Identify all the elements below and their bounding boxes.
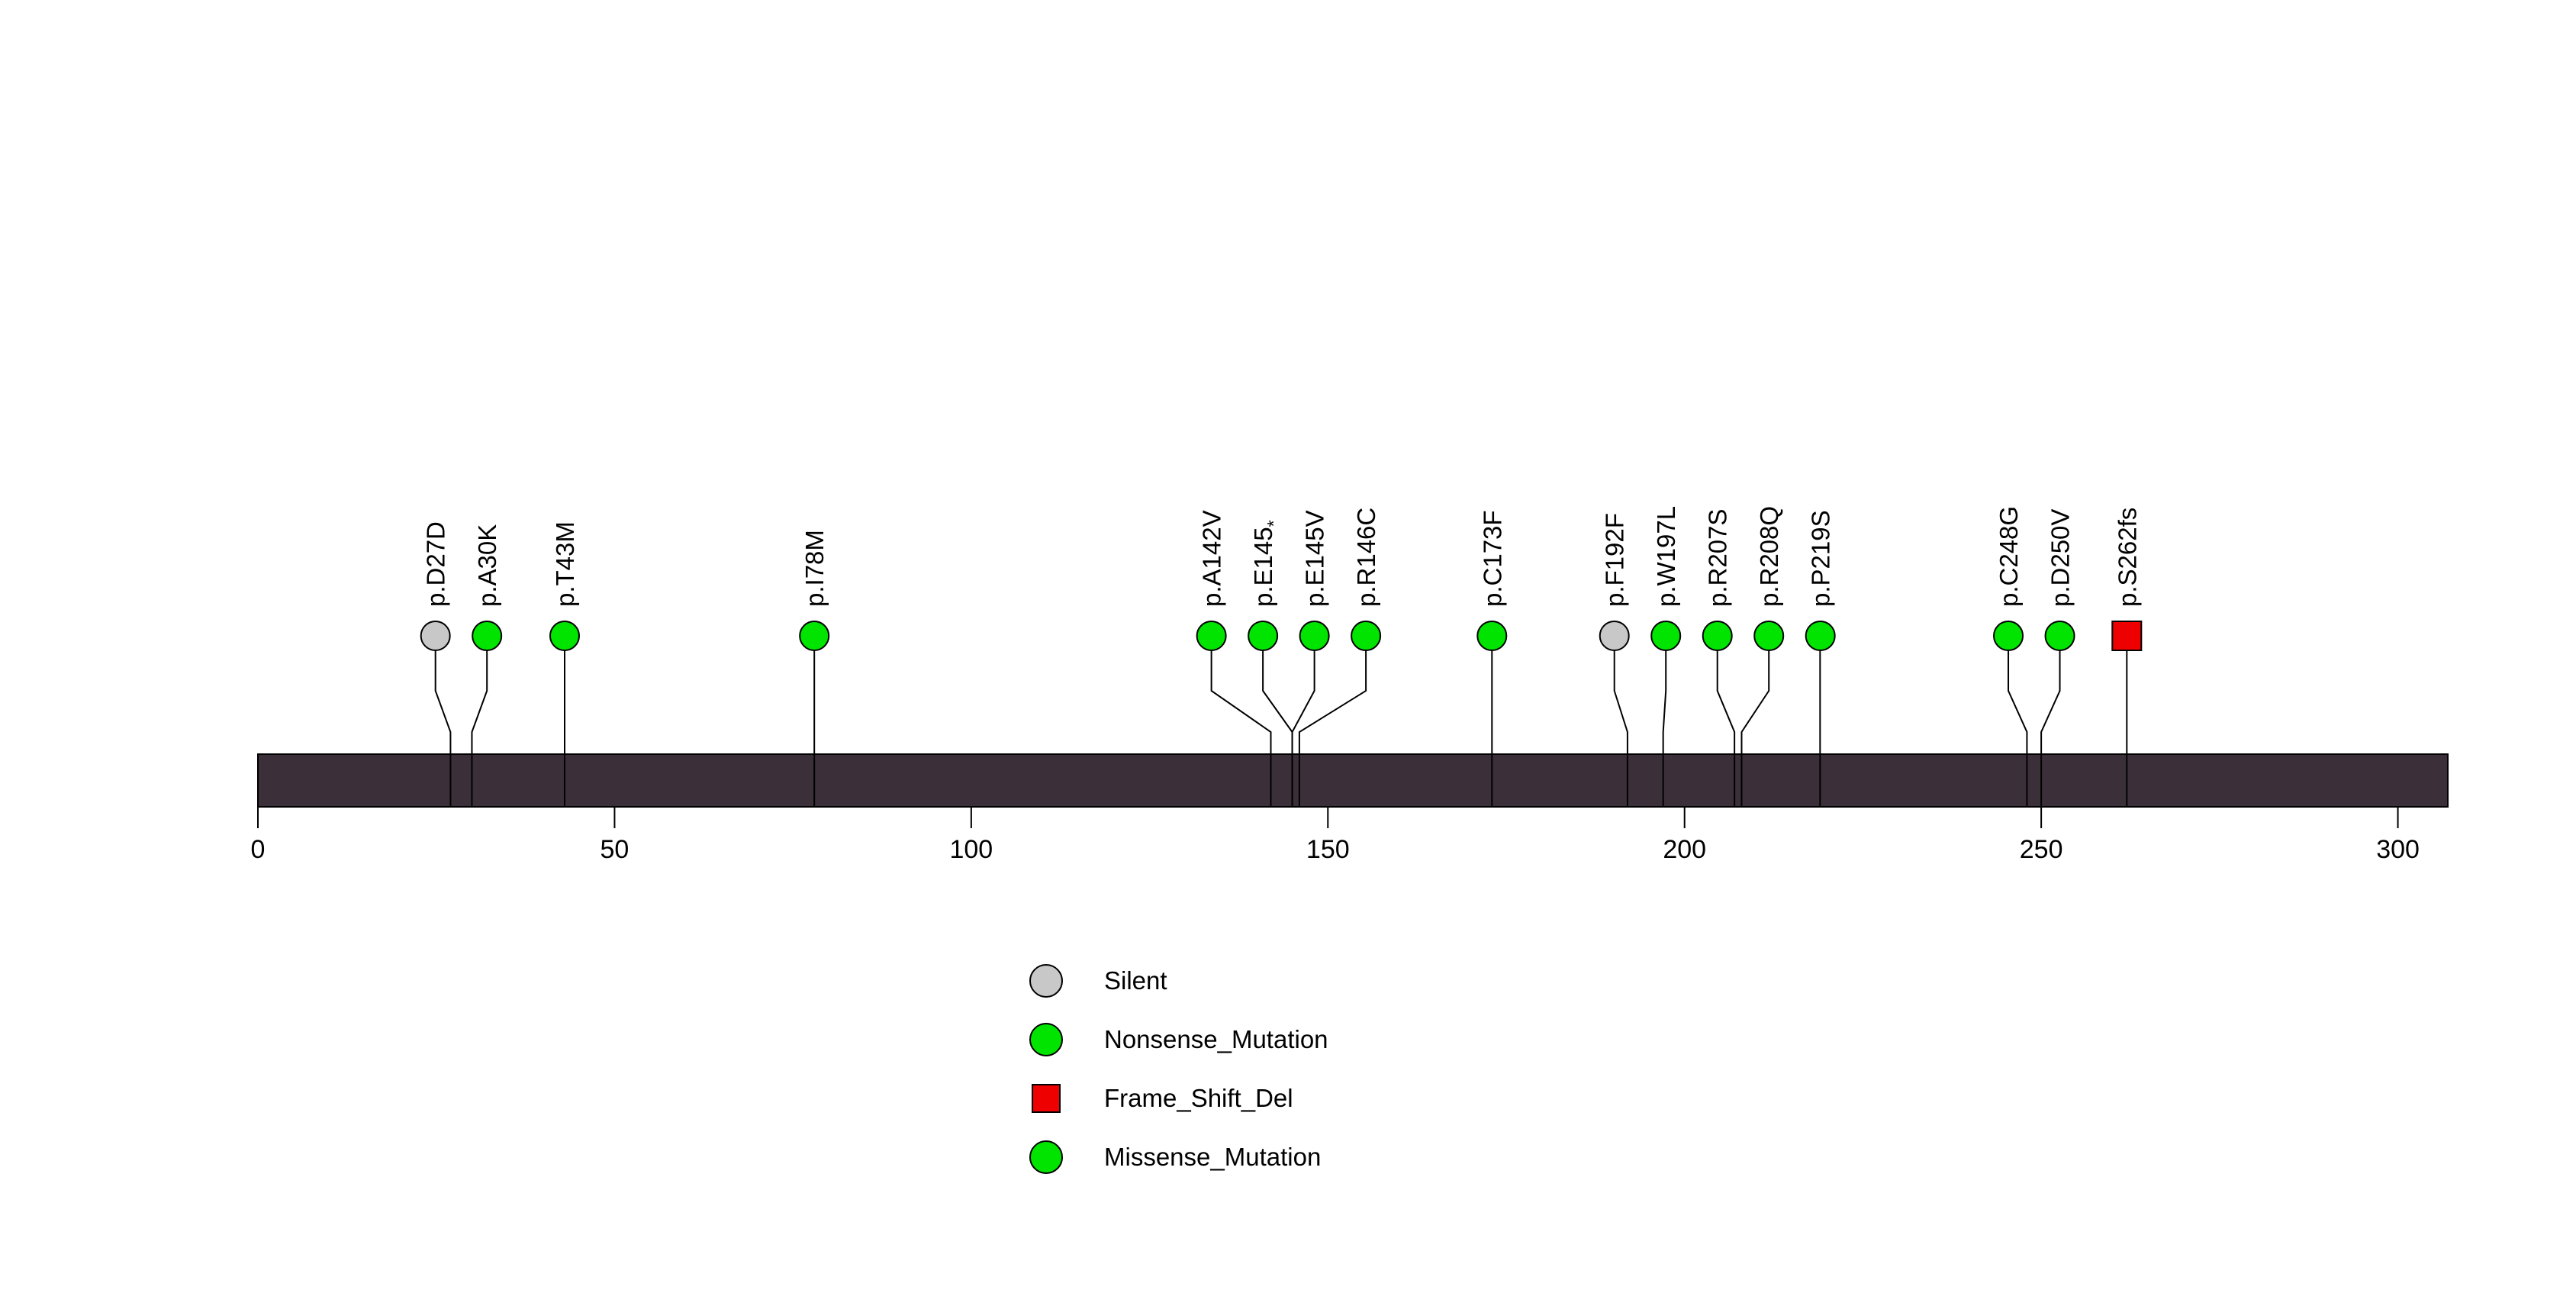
lollipop-marker-p.A142V bbox=[1196, 621, 1227, 651]
lollipop-marker-p.E145V bbox=[1299, 621, 1330, 651]
lollipop-marker-p.D27D bbox=[420, 621, 451, 651]
lollipop-stem bbox=[2040, 650, 2061, 807]
legend-symbol-wrap bbox=[1029, 1022, 1063, 1056]
legend-row: Nonsense_Mutation bbox=[1029, 1010, 1328, 1069]
legend-label: Silent bbox=[1104, 966, 1167, 995]
legend-symbol-missense-icon bbox=[1029, 1140, 1063, 1174]
lollipop-marker-p.R208Q bbox=[1753, 621, 1785, 651]
lollipop-marker-p.R146C bbox=[1351, 621, 1382, 651]
axis-tick-label: 50 bbox=[601, 835, 630, 864]
lollipop-marker-p.P219S bbox=[1805, 621, 1836, 651]
mutation-label: p.I78M bbox=[800, 530, 829, 607]
legend-label: Nonsense_Mutation bbox=[1104, 1024, 1328, 1053]
lollipop-marker-p.F192F bbox=[1599, 621, 1630, 651]
mutation-label: p.D27D bbox=[422, 521, 450, 607]
lollipop-marker-p.S262fs bbox=[2111, 621, 2143, 651]
lollipop-marker-p.A30K bbox=[472, 621, 503, 651]
mutation-label: p.D250V bbox=[2046, 509, 2075, 607]
lollipop-stem bbox=[1662, 650, 1667, 807]
axis-tick-label: 150 bbox=[1306, 835, 1350, 864]
mutation-label: p.R207S bbox=[1704, 509, 1732, 607]
lollipop-marker-p.C173F bbox=[1476, 621, 1508, 651]
axis-tick-label: 200 bbox=[1663, 835, 1706, 864]
axis-tick-label: 100 bbox=[949, 835, 993, 864]
lollipop-marker-p.W197L bbox=[1650, 621, 1682, 651]
legend-row: Missense_Mutation bbox=[1029, 1127, 1328, 1186]
legend-symbol-silent-icon bbox=[1029, 963, 1063, 998]
lollipop-stem bbox=[1716, 650, 1736, 807]
axis-tick-label: 0 bbox=[251, 835, 266, 864]
legend: Silent Nonsense_Mutation Frame_Shift_Del… bbox=[1029, 951, 1328, 1186]
lollipop-stem bbox=[434, 650, 452, 807]
mutation-label: p.P219S bbox=[1807, 510, 1835, 607]
legend-symbol-nonsense-icon bbox=[1029, 1022, 1063, 1056]
legend-symbol-wrap bbox=[1029, 963, 1063, 998]
lollipop-marker-p.I78M bbox=[799, 621, 830, 651]
lollipop-stem bbox=[471, 650, 488, 807]
protein-bar bbox=[257, 753, 2449, 808]
legend-label: Missense_Mutation bbox=[1104, 1142, 1322, 1171]
legend-symbol-wrap bbox=[1029, 1140, 1063, 1174]
lollipop-stem bbox=[2008, 650, 2028, 807]
lollipop-marker-p.E145* bbox=[1248, 621, 1279, 651]
axis-tick-label: 250 bbox=[2020, 835, 2063, 864]
mutation-label: p.A30K bbox=[473, 524, 501, 607]
lollipop-stem bbox=[1291, 650, 1315, 807]
mutation-label: p.C173F bbox=[1478, 510, 1506, 607]
lollipop-stem bbox=[1613, 650, 1628, 807]
legend-symbol-frameshift-icon bbox=[1032, 1083, 1061, 1113]
mutation-label: p.S262fs bbox=[2113, 508, 2141, 607]
mutation-label: p.A142V bbox=[1198, 510, 1226, 607]
mutation-label: p.R208Q bbox=[1755, 506, 1783, 607]
lollipop-stem bbox=[1298, 650, 1367, 807]
lollipop-marker-p.T43M bbox=[549, 621, 580, 651]
legend-symbol-wrap bbox=[1029, 1083, 1063, 1113]
mutation-label: p.F192F bbox=[1601, 513, 1629, 607]
mutation-label: p.W197L bbox=[1652, 506, 1680, 607]
mutation-label: p.E145* bbox=[1249, 520, 1283, 607]
axis-tick-label: 300 bbox=[2376, 835, 2420, 864]
lollipop-stem bbox=[1740, 650, 1770, 807]
lollipop-marker-p.D250V bbox=[2044, 621, 2075, 651]
lollipop-stem bbox=[1210, 650, 1272, 807]
legend-row: Silent bbox=[1029, 951, 1328, 1010]
legend-label: Frame_Shift_Del bbox=[1104, 1083, 1293, 1112]
mutation-label: p.T43M bbox=[551, 521, 579, 607]
lollipop-marker-p.R207S bbox=[1702, 621, 1733, 651]
mutation-label: p.R146C bbox=[1352, 508, 1380, 607]
mutation-label: p.C248G bbox=[1995, 506, 2023, 607]
lollipop-marker-p.C248G bbox=[1993, 621, 2024, 651]
mutation-label: p.E145V bbox=[1301, 510, 1329, 607]
legend-row: Frame_Shift_Del bbox=[1029, 1069, 1328, 1127]
